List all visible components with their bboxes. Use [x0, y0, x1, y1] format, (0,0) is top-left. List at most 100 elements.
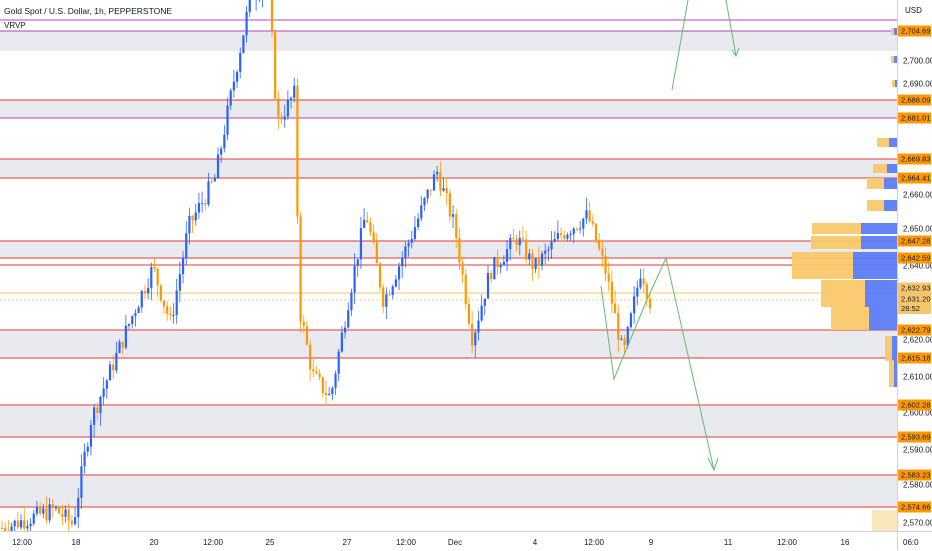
volume-bar-down — [821, 280, 865, 307]
candle-body — [64, 509, 67, 517]
candle-body — [648, 298, 652, 309]
candle-body — [83, 451, 86, 467]
candle-body — [410, 238, 413, 243]
volume-bar-down — [885, 336, 892, 361]
volume-bar-up — [861, 223, 897, 234]
candle-body — [359, 227, 363, 260]
candle-body — [296, 85, 299, 217]
time-axis-label: 12:00 — [776, 538, 798, 547]
candle-body — [283, 116, 286, 120]
candle-body — [73, 517, 77, 525]
volume-bar-down — [873, 164, 887, 173]
time-axis-label: 20 — [149, 538, 159, 547]
candle-body — [451, 214, 455, 217]
candle-body — [45, 508, 48, 521]
candle-body — [598, 241, 601, 249]
candle-body — [118, 341, 121, 353]
volume-bar-up — [894, 56, 897, 63]
candle-body — [105, 380, 108, 389]
candle-body — [556, 233, 559, 240]
candle-body — [93, 407, 96, 425]
level-tag: 2,642.59 — [898, 252, 931, 264]
level-tag: 2,593.69 — [898, 431, 931, 443]
candle-body — [340, 332, 343, 352]
candle-body — [639, 278, 642, 288]
chart-title[interactable]: Gold Spot / U.S. Dollar, 1h, PEPPERSTONE — [4, 6, 173, 16]
candle-body — [407, 242, 410, 247]
candle-body — [636, 287, 639, 297]
candle-body — [642, 278, 645, 285]
candle-body — [277, 98, 280, 117]
candle-body — [575, 228, 579, 230]
candle-body — [499, 265, 502, 268]
candle-body — [102, 388, 105, 397]
price-axis-label: 2,700.00 — [903, 56, 932, 66]
candle-body — [32, 513, 35, 524]
candle-body — [582, 218, 585, 229]
candle-body — [115, 352, 118, 371]
candle-body — [299, 216, 302, 322]
candle-body — [563, 235, 566, 239]
candle-body — [464, 274, 467, 304]
candle-body — [629, 313, 633, 328]
candle-body — [286, 99, 289, 117]
volume-bar-up — [894, 28, 897, 35]
volume-bar-down — [892, 80, 895, 87]
candle-body — [302, 321, 305, 327]
currency-label[interactable]: USD — [905, 6, 922, 15]
candle-body — [48, 504, 51, 521]
candle-body — [569, 233, 572, 235]
candle-body — [350, 292, 353, 311]
time-axis-label: Dec — [447, 538, 463, 547]
volume-bar-up — [887, 164, 897, 173]
candle-body — [159, 285, 162, 301]
price-axis-label: 2,610.00 — [903, 372, 932, 382]
volume-bar-down — [792, 252, 853, 279]
forecast-line — [725, 0, 737, 57]
candle-body — [474, 332, 477, 346]
candle-body — [334, 373, 337, 389]
candle-body — [321, 377, 324, 394]
candle-body — [293, 85, 296, 98]
candle-body — [178, 274, 181, 291]
time-axis[interactable] — [0, 531, 897, 551]
vrvp-indicator-label[interactable]: VRVP — [4, 21, 26, 30]
candle-body — [70, 520, 73, 525]
candle-body — [378, 263, 382, 288]
candle-body — [442, 187, 445, 191]
candle-body — [550, 241, 553, 250]
candle-body — [534, 258, 537, 269]
time-axis-label: 25 — [265, 538, 275, 547]
candle-body — [471, 323, 474, 346]
axis-corner — [897, 531, 932, 551]
candle-body — [245, 11, 248, 36]
candle-body — [166, 306, 169, 314]
volume-bar-up — [884, 200, 897, 211]
candle-body — [226, 105, 229, 135]
candle-body — [613, 303, 617, 314]
level-tag: 2,632.93 — [898, 282, 931, 294]
candle-body — [490, 272, 493, 280]
candle-body — [401, 257, 404, 267]
candle-body — [397, 266, 401, 280]
candle-body — [99, 396, 102, 413]
volume-bar-down — [872, 510, 897, 531]
candle-body — [375, 242, 378, 264]
volume-bar-down — [811, 236, 861, 249]
candle-body — [150, 267, 153, 288]
candle-body — [512, 237, 515, 240]
candle-body — [194, 212, 197, 221]
candle-body — [318, 373, 321, 378]
candle-body — [417, 218, 420, 228]
price-axis[interactable] — [897, 0, 932, 550]
candle-body — [585, 210, 588, 219]
candle-body — [172, 314, 175, 316]
candle-body — [343, 327, 347, 333]
zone-band — [0, 159, 897, 178]
volume-bar-up — [861, 236, 897, 249]
volume-bar-down — [877, 138, 889, 147]
candle-body — [16, 520, 19, 528]
candle-body — [423, 198, 426, 206]
